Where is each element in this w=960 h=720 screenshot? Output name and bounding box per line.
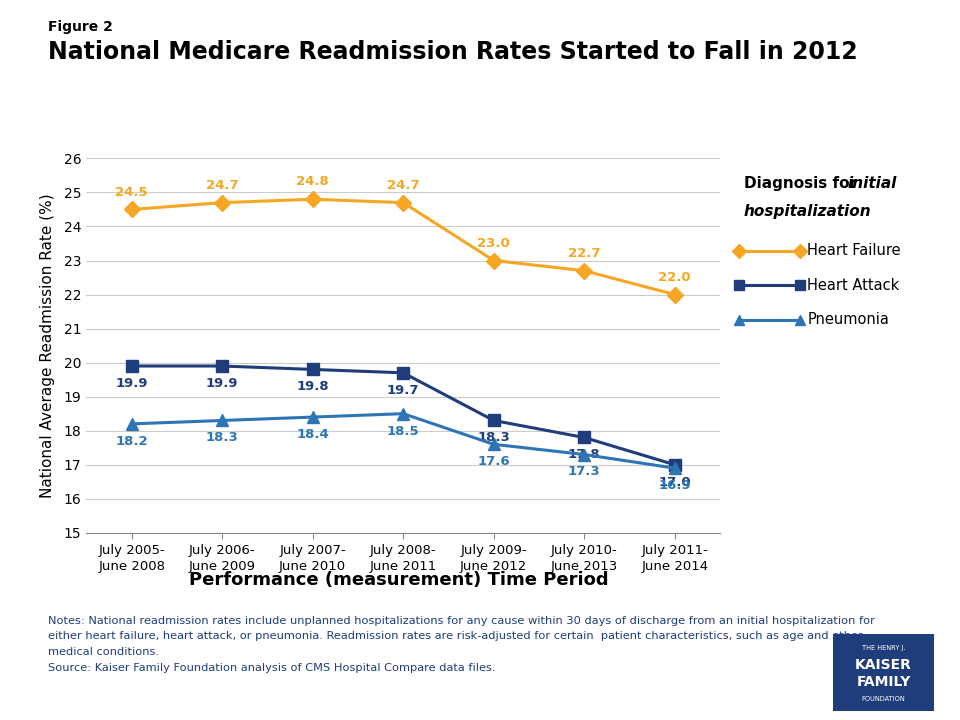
Text: 18.5: 18.5 bbox=[387, 425, 420, 438]
Text: 22.0: 22.0 bbox=[659, 271, 691, 284]
Text: 24.7: 24.7 bbox=[205, 179, 238, 192]
Text: 18.3: 18.3 bbox=[477, 431, 510, 444]
Text: 18.2: 18.2 bbox=[115, 435, 148, 448]
Text: 17.0: 17.0 bbox=[659, 476, 691, 489]
Text: Heart Failure: Heart Failure bbox=[807, 243, 901, 258]
Text: Pneumonia: Pneumonia bbox=[807, 312, 889, 327]
Text: 19.8: 19.8 bbox=[297, 380, 329, 393]
Text: 22.7: 22.7 bbox=[568, 247, 600, 260]
Text: 24.7: 24.7 bbox=[387, 179, 420, 192]
Text: Figure 2: Figure 2 bbox=[48, 20, 113, 34]
Text: Performance (measurement) Time Period: Performance (measurement) Time Period bbox=[188, 570, 609, 589]
Text: THE HENRY J.: THE HENRY J. bbox=[862, 644, 905, 651]
Text: National Medicare Readmission Rates Started to Fall in 2012: National Medicare Readmission Rates Star… bbox=[48, 40, 857, 63]
Text: 23.0: 23.0 bbox=[477, 237, 510, 250]
Y-axis label: National Average Readmission Rate (%): National Average Readmission Rate (%) bbox=[40, 193, 56, 498]
Text: 19.9: 19.9 bbox=[206, 377, 238, 390]
Text: 16.9: 16.9 bbox=[659, 479, 691, 492]
Text: 17.8: 17.8 bbox=[568, 449, 601, 462]
Text: Diagnosis for: Diagnosis for bbox=[744, 176, 862, 192]
Text: Notes: National readmission rates include unplanned hospitalizations for any cau: Notes: National readmission rates includ… bbox=[48, 616, 875, 626]
Text: FOUNDATION: FOUNDATION bbox=[862, 696, 905, 702]
Text: FAMILY: FAMILY bbox=[856, 675, 911, 689]
Text: Source: Kaiser Family Foundation analysis of CMS Hospital Compare data files.: Source: Kaiser Family Foundation analysi… bbox=[48, 663, 495, 673]
Text: initial: initial bbox=[848, 176, 897, 192]
Text: 18.4: 18.4 bbox=[297, 428, 329, 441]
Text: 19.7: 19.7 bbox=[387, 384, 420, 397]
Text: 24.8: 24.8 bbox=[297, 176, 329, 189]
Text: either heart failure, heart attack, or pneumonia. Readmission rates are risk-adj: either heart failure, heart attack, or p… bbox=[48, 631, 863, 642]
Text: 17.6: 17.6 bbox=[477, 455, 510, 468]
Text: hospitalization: hospitalization bbox=[744, 204, 872, 219]
Text: medical conditions.: medical conditions. bbox=[48, 647, 159, 657]
Text: 18.3: 18.3 bbox=[205, 431, 238, 444]
Text: 19.9: 19.9 bbox=[115, 377, 148, 390]
Text: KAISER: KAISER bbox=[855, 657, 912, 672]
Text: 24.5: 24.5 bbox=[115, 186, 148, 199]
Text: 17.3: 17.3 bbox=[568, 465, 601, 478]
Text: Heart Attack: Heart Attack bbox=[807, 278, 900, 292]
